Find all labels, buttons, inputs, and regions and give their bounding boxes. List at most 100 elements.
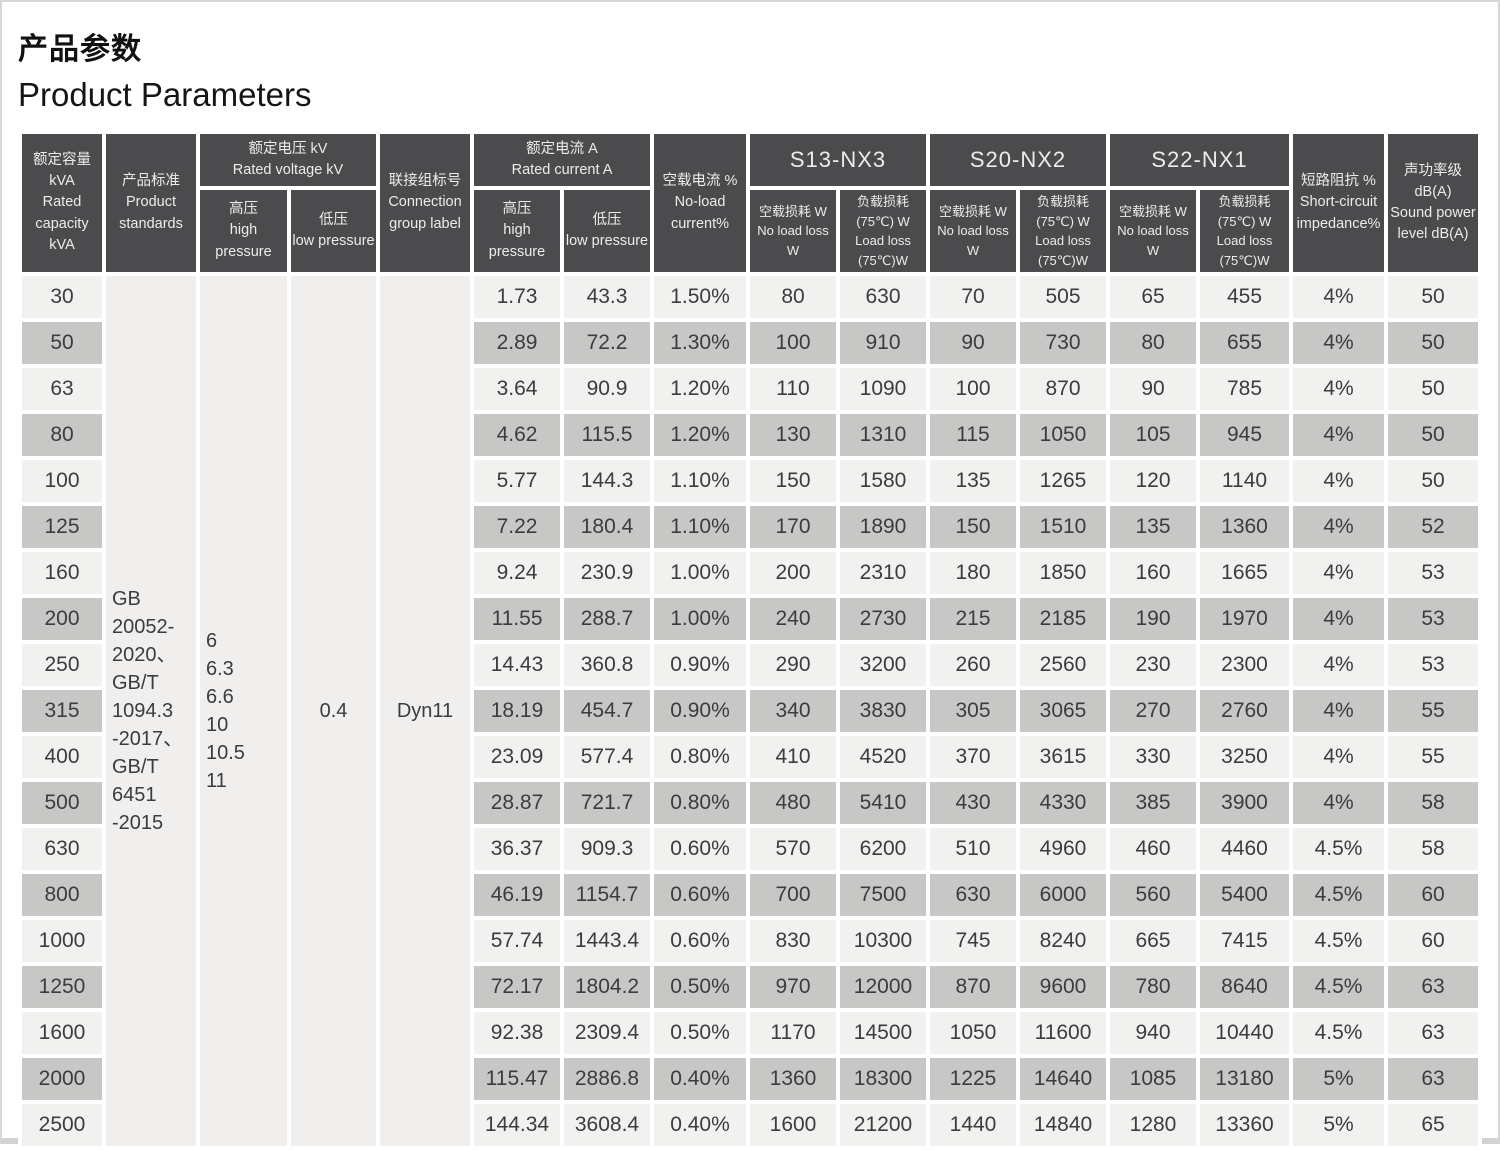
table-row: 80 4.62 115.5 1.20% 130 1310 115 1050 105 945 4% 50: [22, 414, 1478, 456]
value-cell: 1265: [1020, 460, 1106, 502]
value-cell: 4%: [1293, 690, 1384, 732]
value-cell: 0.60%: [654, 920, 746, 962]
value-cell: 1225: [930, 1058, 1016, 1100]
subheader-s22-load-loss: 负载损耗(75℃) W Load loss (75℃)W: [1200, 190, 1289, 272]
value-cell: 90.9: [564, 368, 650, 410]
value-cell: 2730: [840, 598, 926, 640]
value-cell: 0.40%: [654, 1058, 746, 1100]
value-cell: 36.37: [474, 828, 560, 870]
subheader-voltage-high: 高压 high pressure: [200, 190, 287, 272]
value-cell: 1360: [750, 1058, 836, 1100]
value-cell: 240: [750, 598, 836, 640]
table-row: 125 7.22 180.4 1.10% 170 1890 150 1510 135 1360 4%…: [22, 506, 1478, 548]
table-row: 800 46.19 1154.7 0.60% 700 7500 630 6000 560 5400…: [22, 874, 1478, 916]
value-cell: 72.17: [474, 966, 560, 1008]
capacity-cell: 400: [22, 736, 102, 778]
capacity-cell: 1000: [22, 920, 102, 962]
capacity-cell: 315: [22, 690, 102, 732]
capacity-cell: 80: [22, 414, 102, 456]
value-cell: 53: [1388, 644, 1478, 686]
value-cell: 305: [930, 690, 1016, 732]
value-cell: 65: [1110, 276, 1196, 318]
value-cell: 2310: [840, 552, 926, 594]
value-cell: 0.50%: [654, 966, 746, 1008]
value-cell: 385: [1110, 782, 1196, 824]
merged-low-voltage: 0.4: [291, 276, 376, 1146]
value-cell: 4.5%: [1293, 1012, 1384, 1054]
merged-standards: GB 20052- 2020、 GB/T 1094.3 -2017、 GB/T …: [106, 276, 196, 1146]
value-cell: 4.5%: [1293, 828, 1384, 870]
value-cell: 288.7: [564, 598, 650, 640]
value-cell: 230.9: [564, 552, 650, 594]
value-cell: 830: [750, 920, 836, 962]
value-cell: 560: [1110, 874, 1196, 916]
value-cell: 655: [1200, 322, 1289, 364]
value-cell: 5%: [1293, 1058, 1384, 1100]
table-row: 250 14.43 360.8 0.90% 290 3200 260 2560 230 2300 4…: [22, 644, 1478, 686]
capacity-cell: 160: [22, 552, 102, 594]
value-cell: 8640: [1200, 966, 1289, 1008]
value-cell: 18300: [840, 1058, 926, 1100]
value-cell: 200: [750, 552, 836, 594]
value-cell: 55: [1388, 736, 1478, 778]
value-cell: 170: [750, 506, 836, 548]
value-cell: 4%: [1293, 368, 1384, 410]
value-cell: 510: [930, 828, 1016, 870]
value-cell: 0.40%: [654, 1104, 746, 1146]
value-cell: 910: [840, 322, 926, 364]
value-cell: 4%: [1293, 460, 1384, 502]
value-cell: 105: [1110, 414, 1196, 456]
value-cell: 1085: [1110, 1058, 1196, 1100]
value-cell: 80: [750, 276, 836, 318]
capacity-cell: 2500: [22, 1104, 102, 1146]
value-cell: 65: [1388, 1104, 1478, 1146]
value-cell: 4%: [1293, 782, 1384, 824]
value-cell: 60: [1388, 874, 1478, 916]
col-header-s22-nx1: S22-NX1: [1110, 134, 1289, 186]
value-cell: 18.19: [474, 690, 560, 732]
value-cell: 23.09: [474, 736, 560, 778]
value-cell: 4.5%: [1293, 966, 1384, 1008]
col-header-rated-voltage: 额定电压 kV Rated voltage kV: [200, 134, 376, 186]
value-cell: 5.77: [474, 460, 560, 502]
value-cell: 2300: [1200, 644, 1289, 686]
value-cell: 785: [1200, 368, 1289, 410]
value-cell: 2886.8: [564, 1058, 650, 1100]
capacity-cell: 630: [22, 828, 102, 870]
value-cell: 6000: [1020, 874, 1106, 916]
value-cell: 454.7: [564, 690, 650, 732]
value-cell: 90: [1110, 368, 1196, 410]
capacity-cell: 100: [22, 460, 102, 502]
value-cell: 455: [1200, 276, 1289, 318]
value-cell: 6200: [840, 828, 926, 870]
subheader-current-low: 低压 low pressure: [564, 190, 650, 272]
value-cell: 480: [750, 782, 836, 824]
subheader-voltage-low: 低压 low pressure: [291, 190, 376, 272]
value-cell: 10440: [1200, 1012, 1289, 1054]
value-cell: 10300: [840, 920, 926, 962]
value-cell: 58: [1388, 828, 1478, 870]
value-cell: 46.19: [474, 874, 560, 916]
value-cell: 120: [1110, 460, 1196, 502]
merged-connection: Dyn11: [380, 276, 470, 1146]
value-cell: 330: [1110, 736, 1196, 778]
value-cell: 14.43: [474, 644, 560, 686]
capacity-cell: 500: [22, 782, 102, 824]
value-cell: 1.30%: [654, 322, 746, 364]
value-cell: 55: [1388, 690, 1478, 732]
table-row: 1250 72.17 1804.2 0.50% 970 12000 870 9600 780 86…: [22, 966, 1478, 1008]
value-cell: 3200: [840, 644, 926, 686]
subheader-s22-noload-loss: 空载损耗 W No load loss W: [1110, 190, 1196, 272]
table-row: 1600 92.38 2309.4 0.50% 1170 14500 1050 11600 94…: [22, 1012, 1478, 1054]
value-cell: 270: [1110, 690, 1196, 732]
value-cell: 570: [750, 828, 836, 870]
subheader-s20-noload-loss: 空载损耗 W No load loss W: [930, 190, 1016, 272]
value-cell: 4%: [1293, 552, 1384, 594]
value-cell: 1050: [1020, 414, 1106, 456]
value-cell: 1280: [1110, 1104, 1196, 1146]
value-cell: 63: [1388, 1058, 1478, 1100]
value-cell: 50: [1388, 368, 1478, 410]
value-cell: 290: [750, 644, 836, 686]
value-cell: 630: [840, 276, 926, 318]
